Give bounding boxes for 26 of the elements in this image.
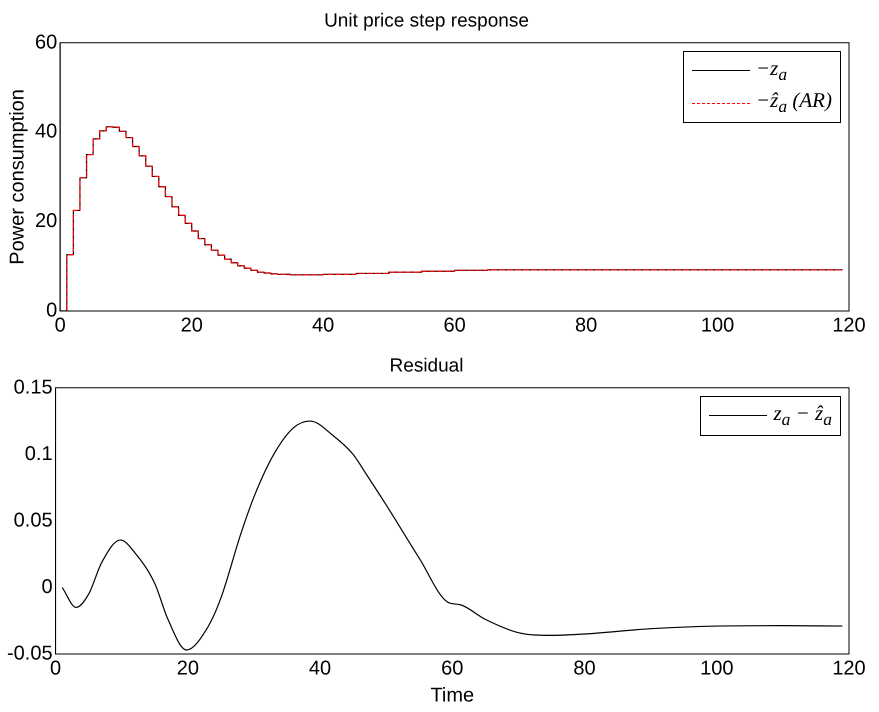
x-tick-label: 100 <box>700 314 734 337</box>
x-tick-label: 100 <box>700 658 734 680</box>
legend-label: −ẑ$_{a}$ (AR) <box>756 86 832 118</box>
chart-title: Unit price step response <box>324 10 529 32</box>
y-tick-label: 0.05 <box>14 509 53 532</box>
y-tick-label: 20 <box>34 210 58 232</box>
x-tick-label: 20 <box>180 314 203 337</box>
y-axis-title: Power consumption <box>6 89 29 265</box>
x-tick-label: 40 <box>312 314 334 337</box>
x-tick-label: 60 <box>441 658 464 680</box>
y-tick-label: 40 <box>34 120 58 143</box>
legend-label: z$_{a}$ − ẑ$_{a}$ <box>773 400 832 431</box>
y-tick-label: 60 <box>34 31 58 54</box>
y-tick-label: 0 <box>41 576 53 598</box>
x-tick-label: 120 <box>832 314 866 337</box>
x-axis-title: Time <box>430 684 474 707</box>
y-tick-label: 0.15 <box>14 376 53 398</box>
x-tick-label: 80 <box>573 658 596 680</box>
x-tick-label: 40 <box>308 658 332 680</box>
x-tick-label: 120 <box>832 658 866 680</box>
y-tick-label: 0.1 <box>24 442 53 465</box>
x-tick-label: 80 <box>574 314 598 337</box>
x-tick-label: 20 <box>176 658 199 680</box>
x-tick-label: 60 <box>444 314 466 337</box>
legend-label: −z$_{a}$ <box>756 54 788 86</box>
chart-title: Residual <box>390 356 464 377</box>
